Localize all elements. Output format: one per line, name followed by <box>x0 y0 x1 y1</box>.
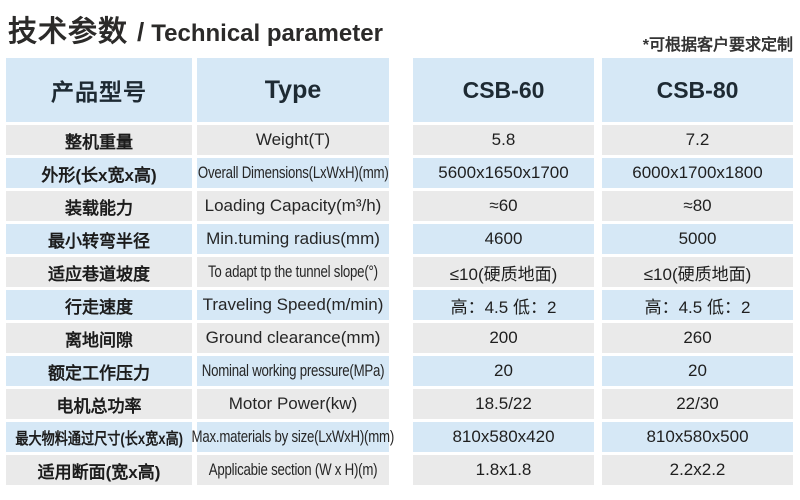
table-row: 行走速度 Traveling Speed(m/min) 高：4.5 低：2 高：… <box>6 290 793 320</box>
header-csb-60: CSB-60 <box>413 58 594 122</box>
row-value-csb80: 22/30 <box>602 389 793 419</box>
row-label-en: Nominal working pressure(MPa) <box>197 356 389 386</box>
row-label-zh: 适应巷道坡度 <box>6 257 192 287</box>
table-header-row: 产品型号 Type CSB-60 CSB-80 <box>6 58 793 122</box>
table-row: 装载能力 Loading Capacity(m³/h) ≈60 ≈80 <box>6 191 793 221</box>
row-value-csb60: 18.5/22 <box>413 389 594 419</box>
row-value-csb60: 4600 <box>413 224 594 254</box>
row-value-csb60: 5600x1650x1700 <box>413 158 594 188</box>
row-label-en: Traveling Speed(m/min) <box>197 290 389 320</box>
row-label-zh: 最大物料通过尺寸(长x宽x高) <box>6 422 192 452</box>
table-row: 最大物料通过尺寸(长x宽x高) Max.materials by size(Lx… <box>6 422 793 452</box>
row-value-csb60: ≈60 <box>413 191 594 221</box>
spec-table: 产品型号 Type CSB-60 CSB-80 整机重量 Weight(T) 5… <box>6 58 793 488</box>
table-row: 适应巷道坡度 To adapt tp the tunnel slope(°) ≤… <box>6 257 793 287</box>
row-label-en: Weight(T) <box>197 125 389 155</box>
row-label-zh: 适用断面(宽x高) <box>6 455 192 485</box>
row-label-en: Motor Power(kw) <box>197 389 389 419</box>
row-value-csb80: ≤10(硬质地面) <box>602 257 793 287</box>
row-label-en: Max.materials by size(LxWxH)(mm) <box>192 422 394 452</box>
table-row: 适用断面(宽x高) Applicabie section (W x H)(m) … <box>6 455 793 485</box>
row-value-csb80: 2.2x2.2 <box>602 455 793 485</box>
row-value-csb80: 260 <box>602 323 793 353</box>
row-label-zh: 最小转弯半径 <box>6 224 192 254</box>
table-row: 外形(长x宽x高) Overall Dimensions(LxWxH)(mm) … <box>6 158 793 188</box>
row-label-zh: 整机重量 <box>6 125 192 155</box>
row-label-zh: 电机总功率 <box>6 389 192 419</box>
table-row: 额定工作压力 Nominal working pressure(MPa) 20 … <box>6 356 793 386</box>
table-row: 整机重量 Weight(T) 5.8 7.2 <box>6 125 793 155</box>
row-label-zh: 额定工作压力 <box>6 356 192 386</box>
row-label-en: Min.tuming radius(mm) <box>197 224 389 254</box>
page-title-separator: / <box>137 17 145 47</box>
row-value-csb80: 810x580x500 <box>602 422 793 452</box>
page-title: 技术参数 / Technical parameter <box>8 14 383 47</box>
row-label-zh: 装载能力 <box>6 191 192 221</box>
row-value-csb80: 高：4.5 低：2 <box>602 290 793 320</box>
table-body: 整机重量 Weight(T) 5.8 7.2 外形(长x宽x高) Overall… <box>6 125 793 485</box>
row-value-csb60: 810x580x420 <box>413 422 594 452</box>
row-label-en: To adapt tp the tunnel slope(°) <box>197 257 389 287</box>
customization-note: *可根据客户要求定制 <box>642 37 793 54</box>
title-bar: 技术参数 / Technical parameter *可根据客户要求定制 <box>8 10 793 56</box>
row-label-zh: 离地间隙 <box>6 323 192 353</box>
row-label-zh: 行走速度 <box>6 290 192 320</box>
row-value-csb60: 200 <box>413 323 594 353</box>
row-value-csb80: 20 <box>602 356 793 386</box>
page-title-en: Technical parameter <box>151 20 383 47</box>
table-row: 离地间隙 Ground clearance(mm) 200 260 <box>6 323 793 353</box>
page-title-zh: 技术参数 <box>8 16 129 48</box>
row-value-csb60: ≤10(硬质地面) <box>413 257 594 287</box>
row-value-csb60: 高：4.5 低：2 <box>413 290 594 320</box>
table-row: 电机总功率 Motor Power(kw) 18.5/22 22/30 <box>6 389 793 419</box>
header-csb-80: CSB-80 <box>602 58 793 122</box>
row-value-csb60: 1.8x1.8 <box>413 455 594 485</box>
header-product-model: 产品型号 <box>6 58 192 122</box>
row-value-csb80: ≈80 <box>602 191 793 221</box>
row-value-csb60: 5.8 <box>413 125 594 155</box>
row-value-csb80: 5000 <box>602 224 793 254</box>
header-type: Type <box>197 58 389 122</box>
table-row: 最小转弯半径 Min.tuming radius(mm) 4600 5000 <box>6 224 793 254</box>
row-label-en: Ground clearance(mm) <box>197 323 389 353</box>
row-value-csb80: 6000x1700x1800 <box>602 158 793 188</box>
row-label-en: Overall Dimensions(LxWxH)(mm) <box>197 158 389 188</box>
row-label-zh: 外形(长x宽x高) <box>6 158 192 188</box>
row-value-csb60: 20 <box>413 356 594 386</box>
row-label-en: Applicabie section (W x H)(m) <box>197 455 389 485</box>
row-label-en: Loading Capacity(m³/h) <box>197 191 389 221</box>
row-value-csb80: 7.2 <box>602 125 793 155</box>
